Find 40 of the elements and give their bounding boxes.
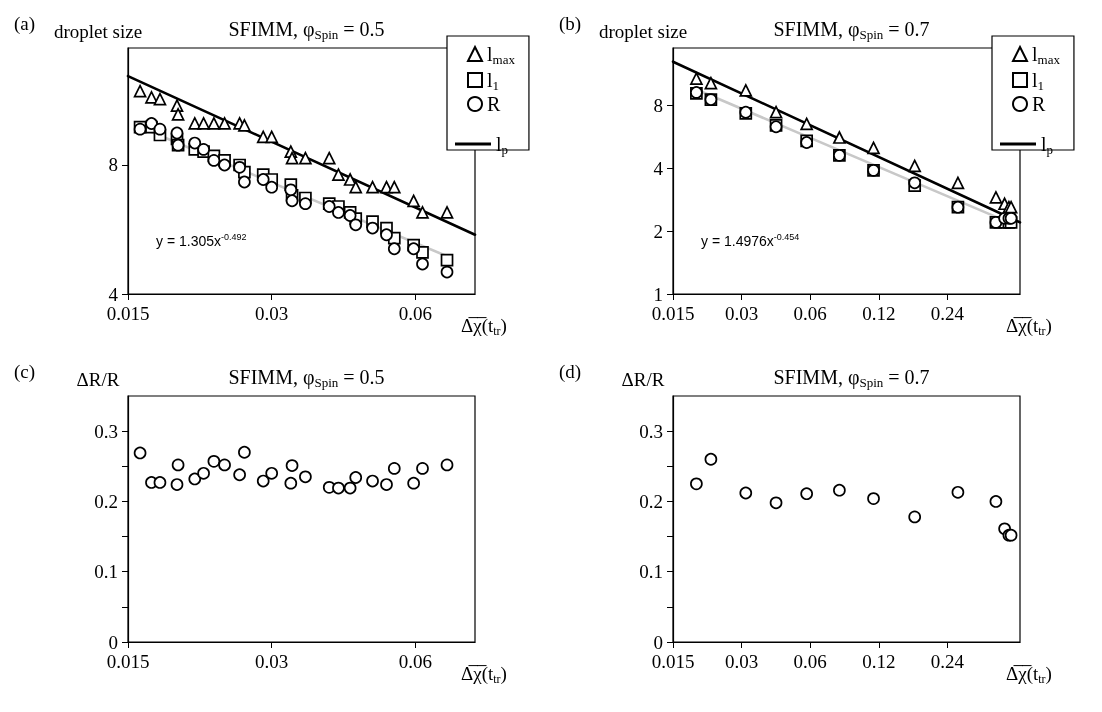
y-tick-label: 0.3: [94, 420, 118, 442]
x-tick-label: 0.03: [724, 651, 759, 672]
x-tick-label: 0.03: [255, 303, 289, 324]
x-tick-label: 0.015: [106, 651, 150, 672]
text: (a): [14, 13, 36, 35]
y-tick-label: 4: [653, 157, 664, 179]
y-tick-label: 0.2: [639, 490, 663, 512]
text: (d): [559, 361, 582, 383]
x-tick-label: 0.06: [793, 651, 827, 672]
y-tick-label: 8: [653, 94, 663, 116]
y-tick-label: 1: [653, 283, 663, 305]
x-tick-label: 0.24: [930, 303, 965, 324]
x-tick-label: 0.03: [724, 303, 759, 324]
x-tick-label: 0.06: [398, 651, 432, 672]
y-tick-label: 4: [108, 283, 119, 305]
y-tick-label: 0.1: [639, 561, 663, 583]
y-axis-title: ΔR/R: [76, 368, 120, 390]
y-tick-label: 2: [653, 220, 663, 242]
y-tick-label: 0.3: [639, 420, 663, 442]
y-axis-title: droplet size: [53, 20, 143, 42]
x-tick-label: 0.015: [651, 651, 695, 672]
x-tick-label: 0.24: [930, 651, 965, 672]
legend-label: R: [487, 93, 501, 115]
y-tick-label: 0.1: [94, 561, 118, 583]
x-tick-label: 0.03: [255, 651, 289, 672]
legend-label: R: [1032, 93, 1046, 115]
text: (b): [559, 13, 582, 35]
x-tick-label: 0.12: [862, 651, 896, 672]
y-tick-label: 8: [108, 154, 118, 176]
x-tick-label: 0.015: [106, 303, 150, 324]
x-tick-label: 0.015: [651, 303, 695, 324]
y-axis-title: ΔR/R: [621, 368, 665, 390]
x-tick-label: 0.06: [398, 303, 432, 324]
y-tick-label: 0.2: [94, 490, 118, 512]
text: (c): [14, 361, 36, 383]
y-tick-label: 0: [653, 631, 663, 653]
y-tick-label: 0: [108, 631, 118, 653]
x-tick-label: 0.06: [793, 303, 827, 324]
x-tick-label: 0.12: [862, 303, 896, 324]
y-axis-title: droplet size: [598, 20, 688, 42]
